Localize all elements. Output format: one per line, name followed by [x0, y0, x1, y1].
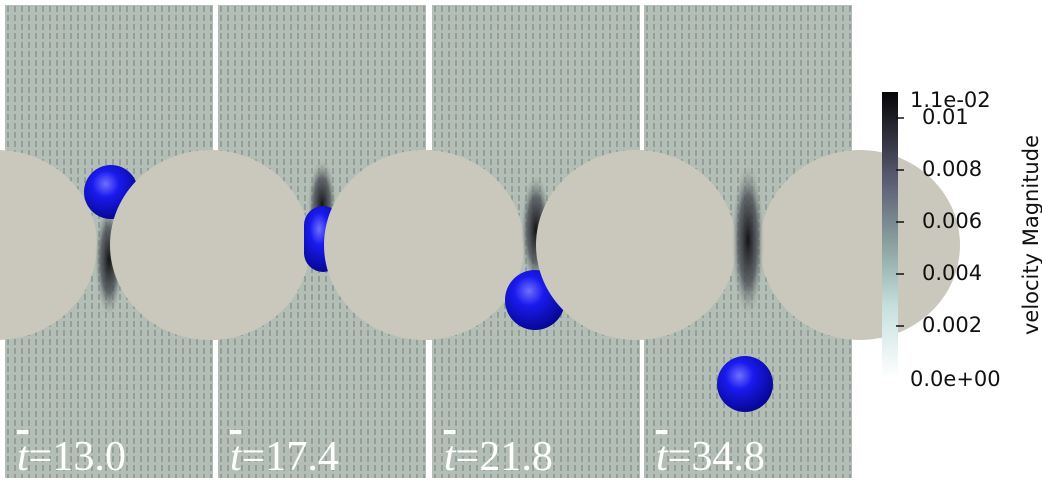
panel-label: t=13.0 — [17, 434, 126, 480]
colorbar-min-label: 0.0e+00 — [910, 367, 1001, 391]
colorbar-tick-label: 0.004 — [922, 261, 982, 285]
panel-label: t=17.4 — [230, 434, 339, 480]
colorbar-tick-label: 0.01 — [922, 105, 969, 129]
colorbar-scale — [882, 92, 898, 378]
panel-label: t=34.8 — [656, 434, 765, 480]
droplet — [717, 356, 773, 412]
colorbar-title: velocity Magnitude — [1019, 135, 1042, 335]
colorbar-tick-label: 0.008 — [922, 157, 982, 181]
colorbar-tick-label: 0.002 — [922, 313, 982, 337]
panel-label: t=21.8 — [444, 434, 553, 480]
colorbar-tick-label: 0.006 — [922, 209, 982, 233]
figure: t=13.0 t=17.4 t=21.8 t=34.8 1.1e-02 0.0e… — [0, 0, 1042, 489]
